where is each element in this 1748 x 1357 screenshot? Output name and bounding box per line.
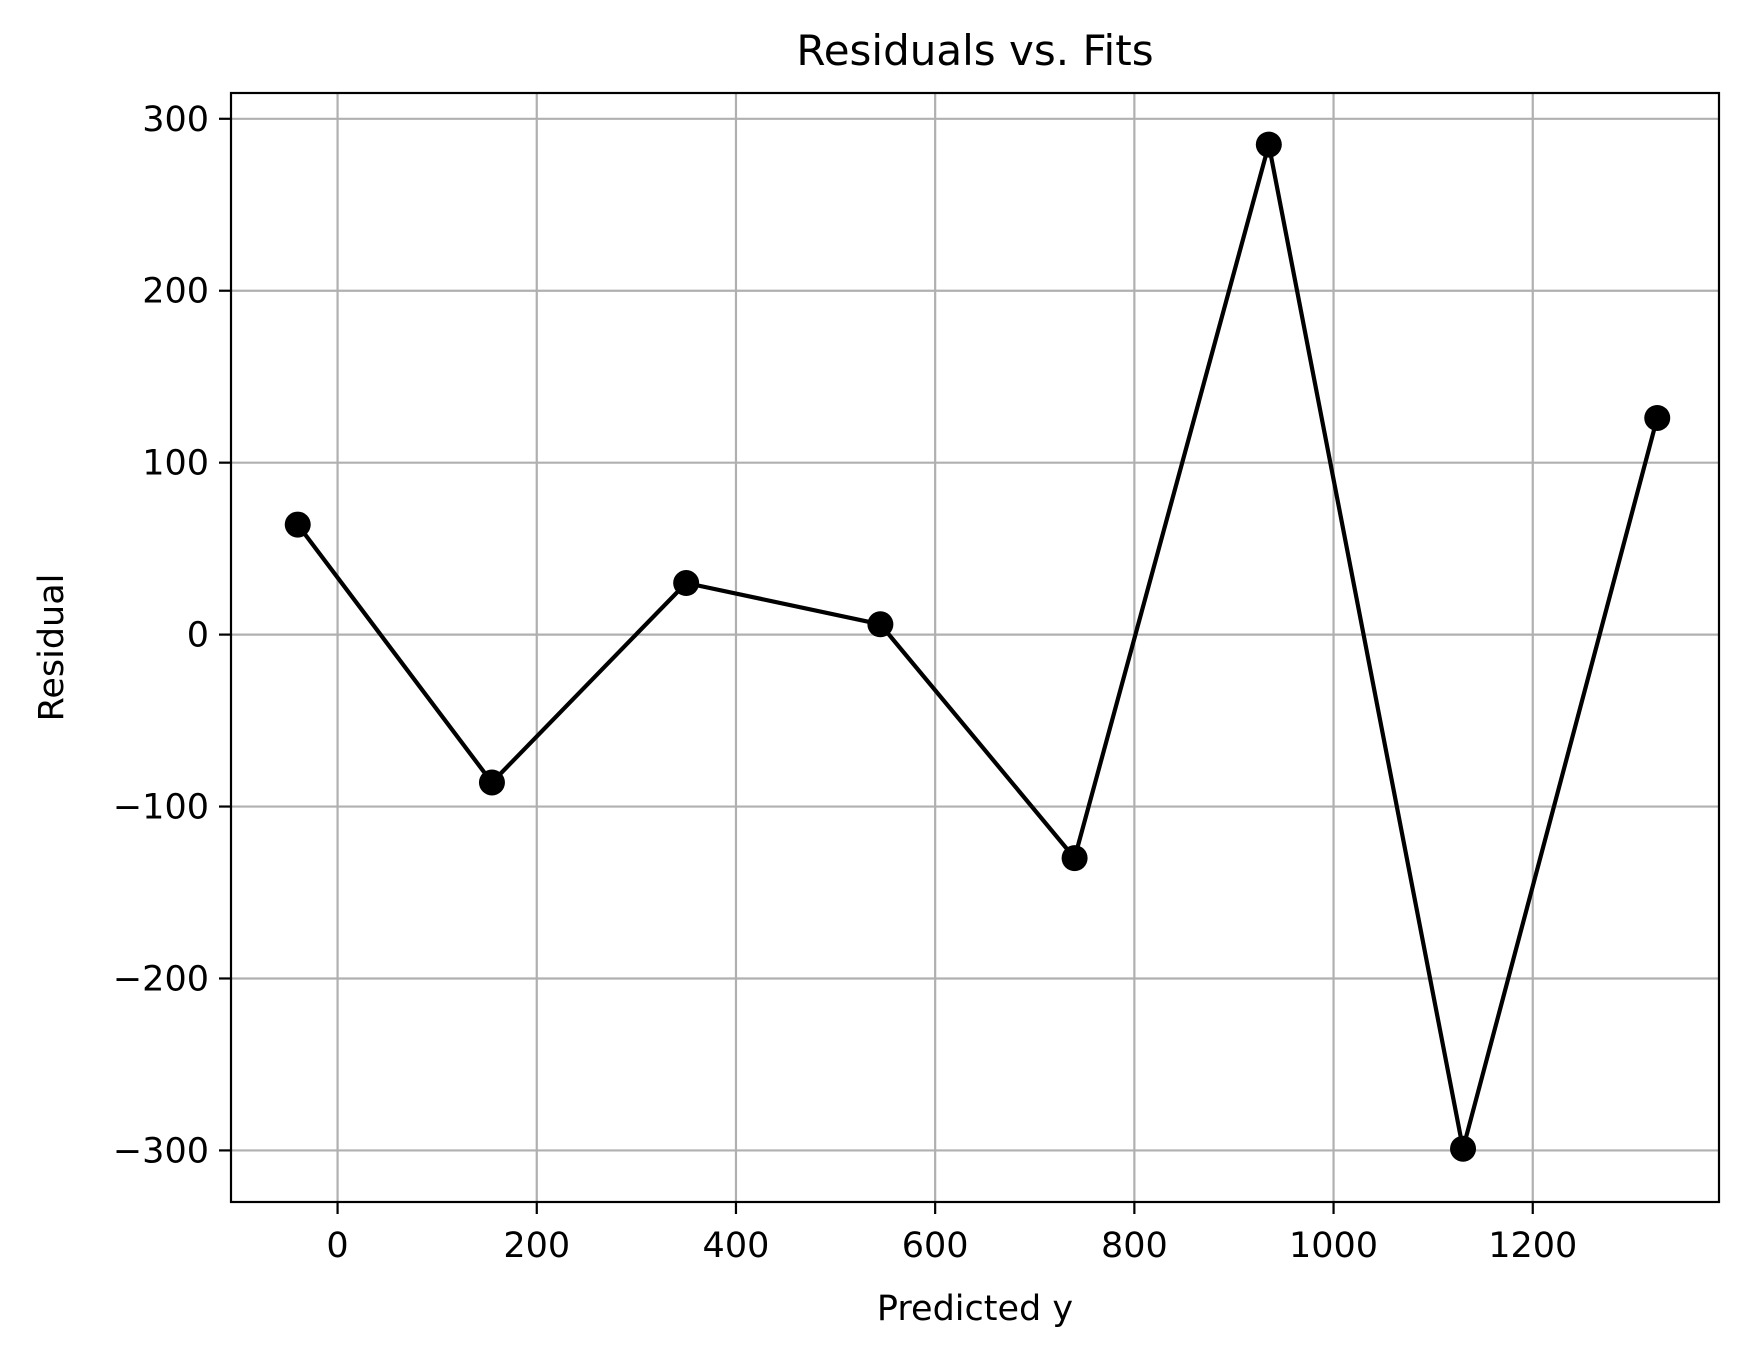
x-tick-label: 600 (902, 1226, 969, 1266)
series-layer (284, 131, 1671, 1162)
x-tick-label: 1000 (1289, 1226, 1378, 1266)
x-tick-label: 400 (703, 1226, 770, 1266)
ticks: 0 200 400 600 800 1000 12003002001000−100−200−… (113, 100, 1577, 1266)
x-tick-label: 1200 (1488, 1226, 1577, 1266)
y-tick-label: −300 (113, 1131, 209, 1171)
y-axis-label: Residual (32, 574, 72, 722)
y-tick-label: −100 (113, 788, 209, 828)
data-point (478, 769, 505, 796)
chart-title: Residuals vs. Fits (796, 26, 1153, 75)
data-point (1061, 845, 1088, 872)
y-tick-label: 100 (142, 444, 209, 484)
data-point (673, 570, 700, 597)
y-tick-label: 300 (142, 100, 209, 140)
y-tick-label: −200 (113, 959, 209, 999)
data-point (1450, 1135, 1477, 1162)
data-point (867, 611, 894, 638)
y-tick-label: 0 (187, 616, 209, 656)
x-tick-label: 200 (503, 1226, 570, 1266)
data-point (284, 511, 311, 538)
data-point (1644, 404, 1671, 431)
x-axis-label: Predicted y (877, 1289, 1073, 1329)
plot-frame (229, 91, 1721, 1204)
y-tick-label: 200 (142, 272, 209, 312)
data-point (1255, 131, 1282, 158)
x-tick-label: 0 (326, 1226, 348, 1266)
series-line (296, 142, 1660, 1151)
x-tick-label: 800 (1101, 1226, 1168, 1266)
